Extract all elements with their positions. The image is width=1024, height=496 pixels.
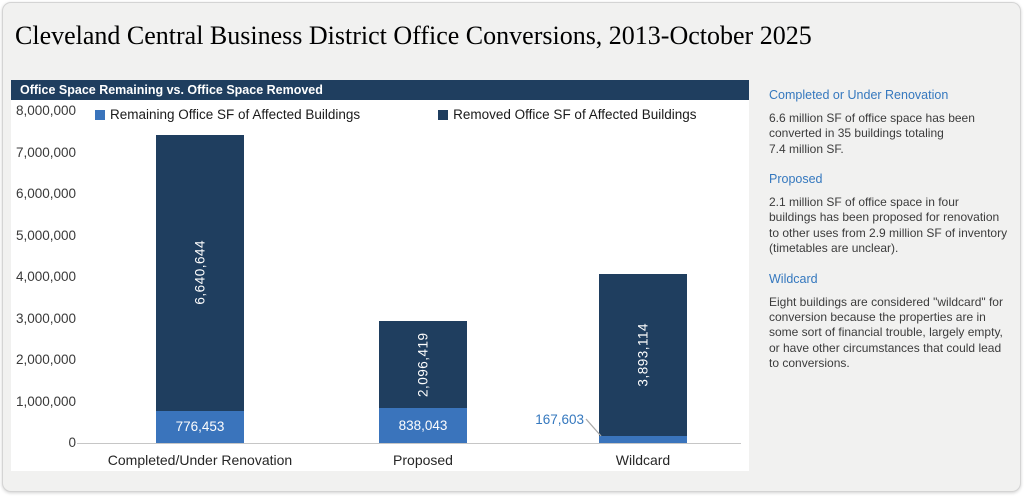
note-heading: Completed or Under Renovation (769, 88, 949, 102)
bar-value-removed: 3,893,114 (635, 323, 651, 388)
note-body: 6.6 million SF of office space has been … (769, 111, 975, 156)
chart-legend: Remaining Office SF of Affected Building… (95, 107, 697, 122)
bar-value-removed: 6,640,644 (192, 240, 208, 306)
chart-panel: Office Space Remaining vs. Office Space … (11, 80, 749, 471)
note-body: Eight buildings are considered "wildcard… (769, 294, 1003, 370)
x-axis-category-label: Proposed (393, 452, 453, 468)
x-axis-category-label: Wildcard (615, 452, 671, 468)
note-heading: Wildcard (769, 271, 818, 286)
bar-segment-removed: 6,640,644 (156, 135, 244, 411)
legend-item-remaining: Remaining Office SF of Affected Building… (95, 107, 360, 122)
legend-item-removed: Removed Office SF of Affected Buildings (438, 107, 697, 122)
note-heading: Proposed (769, 172, 823, 187)
bar-segment-remaining: 776,453 (156, 410, 244, 443)
chart-header: Office Space Remaining vs. Office Space … (11, 80, 749, 100)
notes-panel: Completed or Under Renovation 6.6 million… (769, 87, 1015, 385)
x-axis-line (77, 443, 741, 444)
bar-value-remaining: 838,043 (398, 418, 448, 434)
y-axis-tick-label: 8,000,000 (15, 103, 76, 118)
legend-swatch-removed-icon (438, 109, 449, 120)
bar-segment-removed: 3,893,114 (599, 274, 687, 437)
bar-value-remaining-callout: 167,603 (535, 412, 584, 427)
bar-segment-removed: 2,096,419 (379, 321, 467, 409)
y-axis-tick-label: 5,000,000 (15, 227, 76, 243)
y-axis-tick-label: 4,000,000 (15, 269, 76, 284)
bar-segment-remaining (599, 436, 687, 443)
plot-area: 0 1,000,000 2,000,000 3,000,000 4,000,000 5,0… (11, 80, 749, 471)
y-axis-tick-label: 0 (68, 435, 76, 450)
note-body: 2.1 million SF of office space in four b… (769, 195, 1008, 256)
y-axis-tick-label: 6,000,000 (15, 186, 76, 201)
y-axis-tick-label: 7,000,000 (15, 144, 76, 160)
x-axis-category-label: Completed/Under Renovation (107, 452, 293, 468)
bar-value-removed: 2,096,419 (415, 332, 431, 397)
y-axis-tick-label: 3,000,000 (15, 310, 76, 326)
legend-swatch-remaining-icon (95, 109, 105, 120)
legend-label-remaining: Remaining Office SF of Affected Building… (110, 107, 361, 122)
bar-segment-remaining: 838,043 (379, 408, 467, 443)
y-axis-tick-label: 1,000,000 (15, 393, 76, 409)
page-title: Cleveland Central Business District Offi… (15, 21, 812, 50)
y-axis-tick-label: 2,000,000 (15, 352, 76, 367)
legend-label-removed: Removed Office SF of Affected Buildings (453, 107, 697, 122)
callout-leader-line (585, 418, 602, 437)
bar-value-remaining: 776,453 (175, 419, 225, 435)
